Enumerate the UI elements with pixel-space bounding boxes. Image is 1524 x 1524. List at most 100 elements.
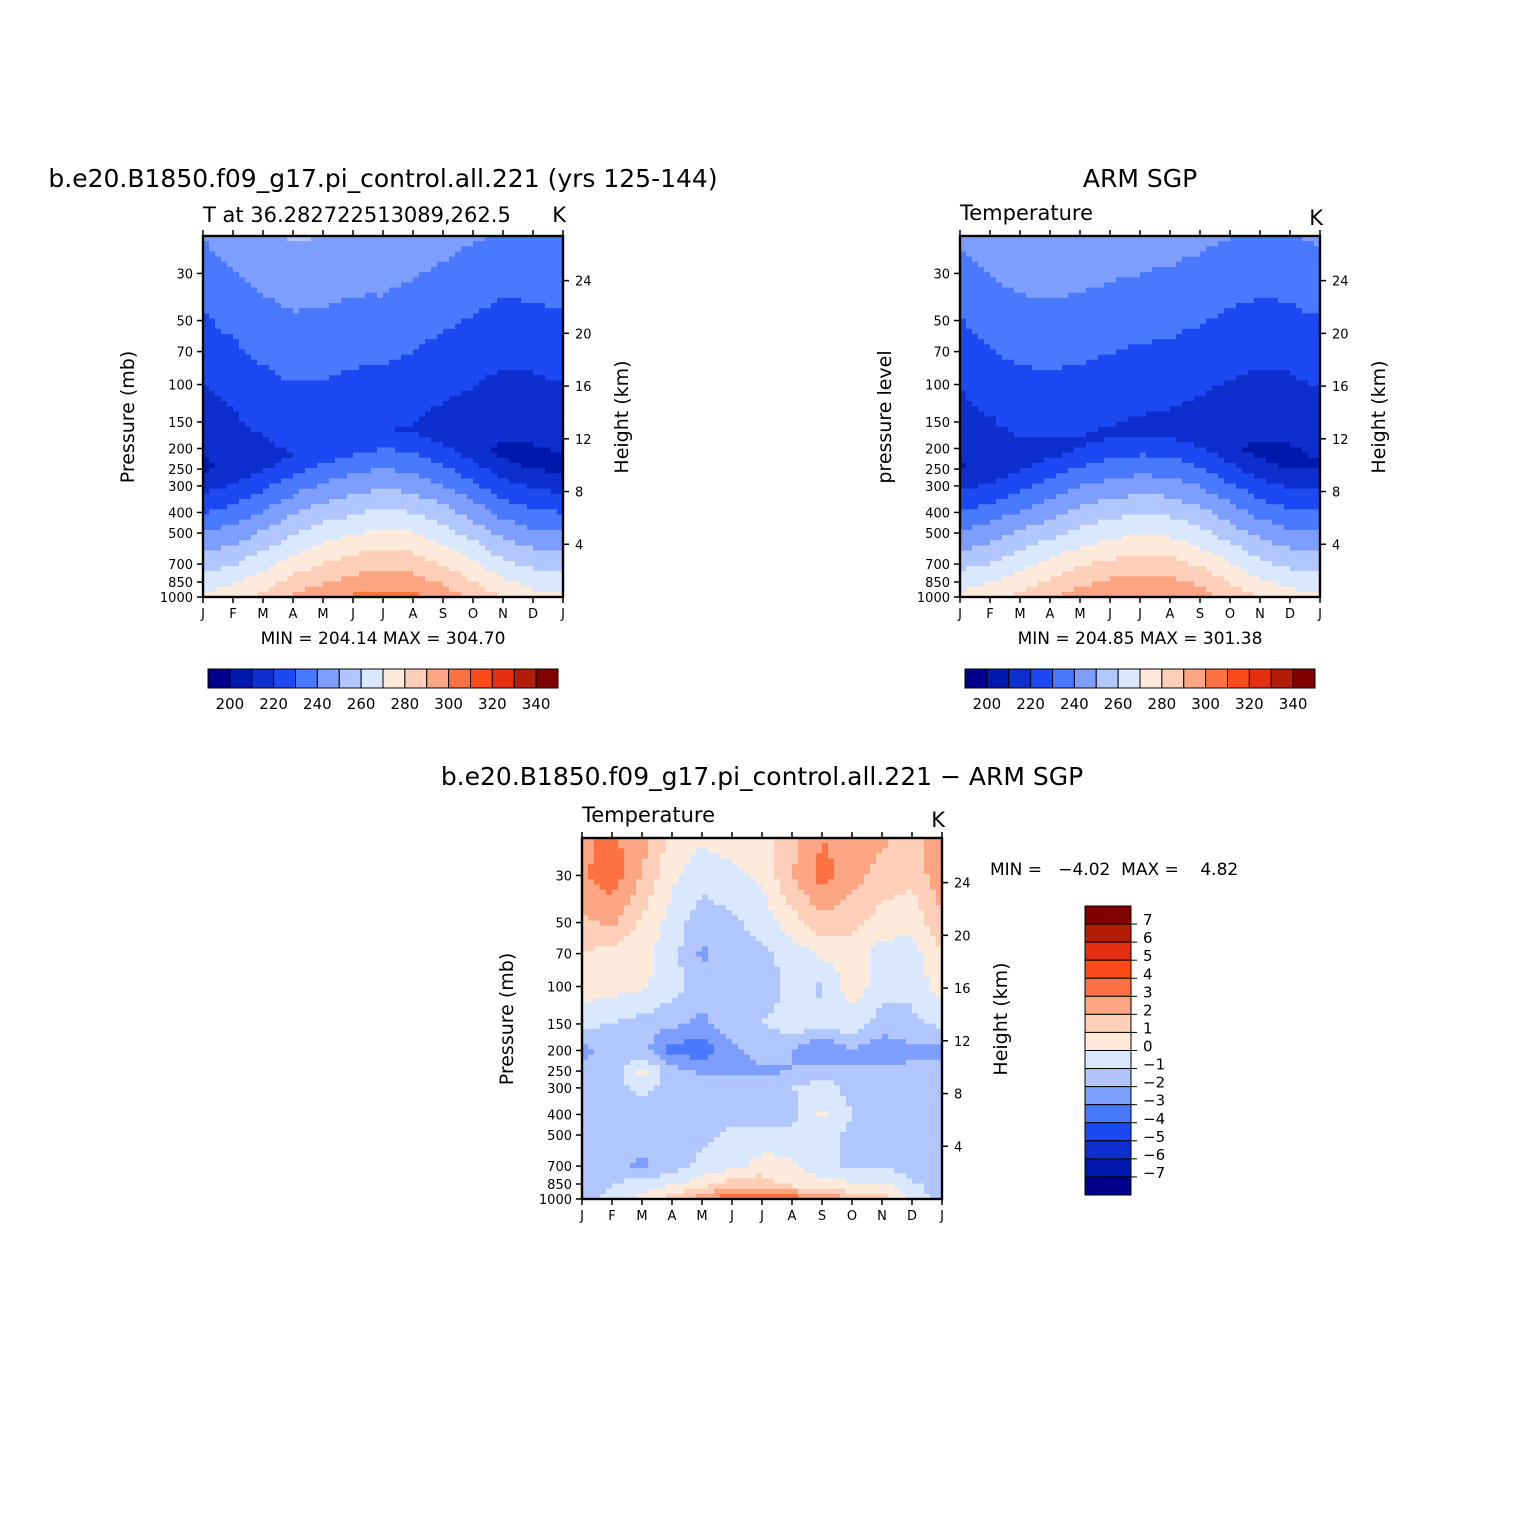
panel-model-pressure-tick-label: 30 (176, 267, 193, 282)
panel-model-contour-cell (485, 256, 492, 263)
panel-model-contour-cell (407, 488, 414, 495)
panel-obs-contour-cell (972, 493, 979, 500)
panel-obs-contour-cell (996, 344, 1003, 351)
panel-model-contour-cell (491, 406, 498, 412)
panel-model-contour-cell (509, 457, 516, 464)
panel-model-contour-cell (359, 354, 366, 361)
panel-model-contour-cell (521, 437, 528, 443)
panel-model-contour-cell (485, 272, 492, 278)
panel-model-contour-cell (443, 493, 450, 500)
panel-model-contour-cell (359, 401, 366, 407)
panel-model-contour-cell (317, 277, 324, 284)
panel-model-contour-cell (215, 308, 222, 314)
panel-model-contour-cell (209, 576, 216, 583)
panel-model-contour-cell (347, 349, 354, 356)
panel-model-contour-cell (365, 261, 372, 268)
panel-obs-contour-cell (990, 447, 997, 454)
panel-model-height-tick-label: 16 (575, 380, 592, 395)
panel-model-contour-cell (275, 581, 282, 588)
panel-model-contour-cell (533, 426, 540, 433)
panel-model-contour-cell (521, 323, 528, 330)
panel-model-contour-cell (287, 499, 294, 505)
panel-model-contour-cell (329, 251, 336, 258)
panel-model-contour-cell (323, 359, 330, 366)
panel-model-contour-cell (269, 303, 276, 309)
panel-model-colorbar-label: 280 (391, 695, 420, 713)
panel-model-contour-cell (407, 452, 414, 459)
panel-obs-contour-cell (996, 447, 1003, 454)
panel-model-contour-cell (539, 349, 546, 356)
panel-model-contour-cell (221, 591, 228, 598)
panel-model-contour-cell (527, 364, 534, 371)
panel-model-contour-cell (245, 308, 252, 314)
panel-model-contour-cell (389, 499, 396, 505)
panel-model-contour-cell (311, 560, 318, 567)
panel-model-contour-cell (443, 499, 450, 505)
panel-model-contour-cell (557, 303, 564, 309)
panel-model-contour-cell (503, 447, 510, 454)
panel-model-colorbar-box (207, 668, 231, 689)
panel-model-contour-cell (365, 344, 372, 351)
panel-model-contour-cell (293, 483, 300, 490)
panel-model-contour-cell (479, 519, 486, 526)
panel-model-contour-cell (251, 308, 258, 314)
panel-model-contour-cell (467, 359, 474, 366)
panel-model-contour-cell (461, 385, 468, 392)
panel-model-contour-cell (467, 349, 474, 356)
panel-model-contour-cell (251, 261, 258, 268)
panel-model-contour-cell (491, 303, 498, 309)
panel-model-contour-cell (539, 571, 546, 577)
panel-model-contour-cell (263, 339, 270, 345)
panel-obs-contour-cell (966, 560, 973, 567)
panel-model-contour-cell (269, 478, 276, 485)
panel-model-contour-cell (479, 457, 486, 464)
panel-obs-contour-cell (1008, 499, 1015, 505)
panel-model-contour-cell (275, 318, 282, 325)
panel-model-contour-cell (281, 421, 288, 428)
panel-obs-contour-cell (984, 452, 991, 459)
panel-model-contour-cell (329, 560, 336, 567)
panel-model-contour-cell (281, 478, 288, 485)
panel-model-contour-cell (227, 488, 234, 495)
panel-model-contour-cell (215, 246, 222, 253)
panel-model-contour-cell (437, 380, 444, 387)
panel-model-contour-cell (245, 339, 252, 345)
panel-model-contour-cell (419, 431, 426, 438)
panel-obs-plot: 3050701001502002503004005007008501000242… (917, 230, 1349, 622)
panel-model-contour-cell (371, 359, 378, 366)
panel-model-contour-cell (551, 591, 558, 598)
panel-model-contour-cell (509, 535, 516, 541)
panel-model-contour-cell (515, 535, 522, 541)
panel-obs-contour-cell (990, 323, 997, 330)
panel-model-contour-cell (377, 401, 384, 407)
panel-obs-contour-cell (960, 359, 967, 366)
panel-model-contour-cell (359, 246, 366, 253)
panel-model-contour-cell (275, 236, 282, 242)
panel-model-contour-cell (245, 401, 252, 407)
panel-model-contour-cell (383, 266, 390, 273)
panel-model-contour-cell (287, 349, 294, 356)
panel-model-contour-cell (383, 303, 390, 309)
panel-model-contour-cell (311, 318, 318, 325)
panel-model-contour-cell (269, 411, 276, 418)
panel-obs-contour-cell (1014, 277, 1021, 284)
panel-model-contour-cell (527, 323, 534, 330)
panel-model-contour-cell (359, 344, 366, 351)
panel-model-contour-cell (461, 473, 468, 479)
panel-model-contour-cell (275, 540, 282, 547)
panel-obs-contour-cell (966, 328, 973, 335)
panel-model-contour-cell (425, 504, 432, 510)
panel-model-contour-cell (263, 406, 270, 412)
panel-model-contour-cell (329, 431, 336, 438)
panel-obs-contour-cell (960, 586, 967, 593)
panel-model-contour-cell (407, 323, 414, 330)
panel-model-contour-cell (509, 401, 516, 407)
panel-obs-contour-cell (960, 478, 967, 485)
panel-model-contour-cell (533, 370, 540, 376)
panel-model-contour-cell (509, 236, 516, 242)
panel-model-contour-cell (407, 581, 414, 588)
panel-model-contour-cell (431, 447, 438, 454)
panel-model-contour-cell (551, 529, 558, 536)
panel-model-contour-cell (209, 349, 216, 356)
panel-model-contour-cell (353, 545, 360, 552)
